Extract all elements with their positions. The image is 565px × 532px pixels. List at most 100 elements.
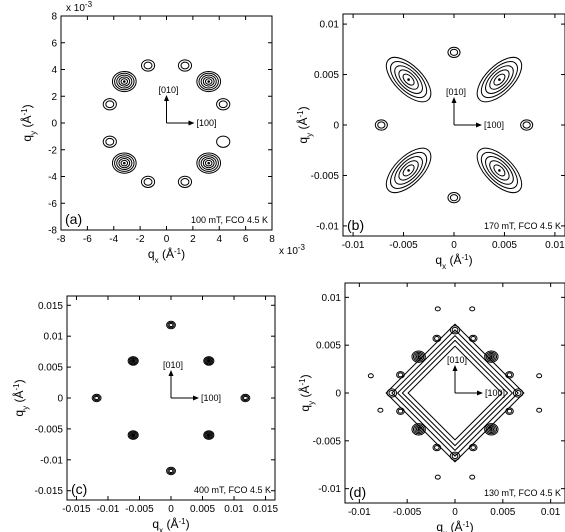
- peak-contour: [116, 156, 133, 171]
- field-annotation: 100 mT, FCO 4.5 K: [191, 215, 268, 225]
- satellite-contour: [469, 474, 476, 480]
- peak-contour: [204, 159, 213, 167]
- peak-contour: [449, 451, 461, 461]
- peak-contour: [493, 164, 506, 177]
- y-tick-label: 0.005: [38, 363, 63, 374]
- peak-contour: [204, 431, 214, 439]
- satellite-contour: [377, 407, 384, 413]
- peak-contour: [394, 156, 423, 185]
- arrow-010-label: [010]: [446, 87, 466, 97]
- peak-core: [407, 78, 410, 81]
- satellite-contour: [469, 306, 476, 312]
- panel-a: -8 -6 -4 -2 0 2 4 6 8 -8 -6 -4 -2 0 2 4 6 8 x 10-3 x 10-3 qx…: [19, 0, 306, 265]
- x-tick-label: -4: [109, 234, 118, 245]
- x-axis-label: qx (Å-1): [148, 246, 185, 265]
- y-tick-label: 4: [51, 65, 57, 76]
- peak-contour: [449, 48, 459, 56]
- x-axis-label: qx (Å-1): [436, 519, 473, 532]
- y-tick-label: 0.005: [314, 70, 339, 81]
- y-tick-label: 8: [51, 12, 57, 23]
- x-tick-label: -2: [136, 234, 145, 245]
- arrow-100-head: [188, 120, 195, 126]
- y-tick-label: 0: [51, 119, 57, 130]
- peak-core: [131, 433, 135, 437]
- x-tick-label: 0: [168, 504, 174, 515]
- y-axis-label: qy (Å-1): [295, 106, 314, 143]
- peak-contour: [514, 390, 522, 396]
- arrow-100-head: [193, 395, 199, 401]
- peak-contour: [206, 433, 211, 438]
- peak-contour: [168, 322, 174, 328]
- peak-contour: [177, 59, 193, 72]
- peak-contour: [129, 432, 137, 438]
- peak-core: [407, 169, 410, 172]
- panel-b: -0.01 -0.005 0 0.005 0.01 -0.01 -0.005 0 0.005 0.…: [295, 13, 565, 271]
- peak-contour: [105, 100, 115, 109]
- peak-contour: [140, 175, 156, 188]
- peak-contour: [198, 154, 219, 172]
- peak-contour: [120, 78, 129, 85]
- satellite-contour: [434, 474, 441, 480]
- y-tick-label: -0.005: [311, 171, 340, 182]
- arrow-100-label: [100]: [485, 388, 505, 398]
- peak-core: [498, 78, 501, 81]
- peak-contour: [216, 135, 231, 148]
- diamond-contour: [391, 329, 519, 457]
- panel-c: -0.015 -0.01 -0.005 0 0.005 0.01 0.015 -0.015 -0…: [11, 295, 278, 532]
- y-tick-label: -2: [48, 145, 57, 156]
- peak-contour: [488, 354, 495, 360]
- peak-contour: [180, 177, 190, 186]
- peak-contour: [120, 159, 129, 167]
- peak-contour: [204, 357, 214, 365]
- peak-contour: [397, 408, 404, 414]
- peak-contour: [493, 73, 506, 86]
- peak-core: [207, 161, 210, 165]
- arrow-100-label: [100]: [201, 393, 221, 403]
- peak-contour: [402, 73, 415, 86]
- x-tick-label: 0.01: [545, 240, 565, 251]
- arrow-100-label: [100]: [484, 120, 504, 130]
- panel-label: (d): [349, 484, 366, 500]
- peak-contour: [468, 443, 478, 452]
- peak-contour: [476, 56, 523, 103]
- y-tick-label: -0.005: [313, 436, 342, 447]
- peak-contour: [128, 431, 138, 439]
- peak-core: [131, 359, 135, 363]
- diamond-contour: [401, 339, 509, 447]
- field-annotation: 170 mT, FCO 4.5 K: [484, 221, 561, 231]
- peak-contour: [128, 357, 138, 365]
- peak-contour: [118, 76, 131, 87]
- peak-contour: [166, 320, 176, 330]
- y-tick-label: -0.01: [40, 455, 63, 466]
- y-tick-label: 0.005: [316, 341, 341, 352]
- x-tick-label: 0.005: [490, 507, 515, 518]
- peak-contour: [203, 356, 215, 366]
- x-tick-label: -0.01: [97, 504, 120, 515]
- peak-contour: [143, 177, 153, 186]
- peak-contour: [203, 430, 215, 440]
- y-tick-label: 0: [333, 121, 339, 132]
- y-tick-label: -0.01: [316, 221, 339, 232]
- peak-contour: [374, 119, 388, 131]
- peak-contour: [506, 408, 513, 414]
- peak-contour: [412, 351, 425, 362]
- peak-contour: [396, 407, 405, 415]
- arrow-010-label: [010]: [163, 360, 183, 370]
- y-tick-label: -4: [48, 172, 57, 183]
- peak-contour: [480, 151, 518, 189]
- y-tick-label: 0: [335, 389, 341, 400]
- peak-contour: [111, 152, 137, 174]
- peak-core: [490, 355, 493, 358]
- peak-contour: [451, 453, 459, 460]
- peak-core: [490, 428, 493, 431]
- panel-label: (a): [65, 211, 82, 227]
- peak-contour: [411, 350, 426, 363]
- arrow-010-head: [452, 365, 458, 371]
- y-axis-label: qy (Å-1): [19, 104, 38, 141]
- peak-contour: [385, 147, 432, 194]
- peak-contour: [116, 74, 133, 89]
- y-tick-label: 2: [51, 92, 57, 103]
- peak-contour: [105, 137, 115, 146]
- peak-contour: [242, 395, 248, 401]
- x-tick-label: -6: [83, 234, 92, 245]
